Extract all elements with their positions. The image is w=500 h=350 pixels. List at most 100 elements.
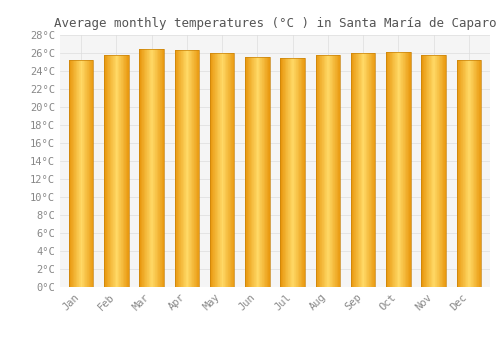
Bar — [188, 50, 190, 287]
Bar — [298, 58, 299, 287]
Bar — [152, 49, 153, 287]
Bar — [434, 55, 435, 287]
Bar — [435, 55, 436, 287]
Bar — [69, 60, 94, 287]
Bar — [81, 60, 82, 287]
Bar — [329, 55, 330, 287]
Bar — [108, 55, 109, 287]
Bar — [219, 53, 220, 287]
Bar — [140, 49, 164, 287]
Bar — [357, 53, 358, 287]
Bar — [187, 50, 188, 287]
Bar — [439, 55, 440, 287]
Bar — [104, 55, 128, 287]
Bar — [316, 55, 340, 287]
Bar — [76, 60, 77, 287]
Bar — [408, 52, 409, 287]
Bar — [248, 57, 250, 287]
Bar — [294, 58, 295, 287]
Bar — [70, 60, 72, 287]
Bar — [180, 50, 182, 287]
Bar — [468, 60, 469, 287]
Bar — [394, 52, 396, 287]
Bar — [304, 58, 305, 287]
Bar — [252, 57, 253, 287]
Bar — [358, 53, 359, 287]
Bar — [475, 60, 476, 287]
Bar — [120, 55, 122, 287]
Bar — [125, 55, 126, 287]
Bar — [260, 57, 261, 287]
Bar — [303, 58, 304, 287]
Bar — [283, 58, 284, 287]
Bar — [210, 53, 211, 287]
Bar — [462, 60, 464, 287]
Bar — [422, 55, 423, 287]
Bar — [456, 60, 457, 287]
Bar — [257, 57, 258, 287]
Bar — [74, 60, 75, 287]
Bar — [366, 53, 367, 287]
Bar — [289, 58, 290, 287]
Bar — [287, 58, 288, 287]
Bar — [122, 55, 123, 287]
Bar — [352, 53, 353, 287]
Bar — [83, 60, 84, 287]
Bar — [262, 57, 263, 287]
Bar — [178, 50, 179, 287]
Bar — [175, 50, 176, 287]
Bar — [359, 53, 360, 287]
Bar — [386, 52, 410, 287]
Bar — [431, 55, 432, 287]
Bar — [388, 52, 389, 287]
Bar — [324, 55, 325, 287]
Bar — [370, 53, 371, 287]
Bar — [373, 53, 374, 287]
Bar — [465, 60, 466, 287]
Bar — [151, 49, 152, 287]
Bar — [444, 55, 446, 287]
Bar — [116, 55, 117, 287]
Bar — [190, 50, 191, 287]
Bar — [233, 53, 234, 287]
Bar — [319, 55, 320, 287]
Bar — [368, 53, 370, 287]
Bar — [232, 53, 233, 287]
Bar — [390, 52, 391, 287]
Bar — [321, 55, 322, 287]
Bar — [360, 53, 362, 287]
Bar — [85, 60, 86, 287]
Bar — [443, 55, 444, 287]
Bar — [296, 58, 297, 287]
Bar — [192, 50, 193, 287]
Bar — [318, 55, 319, 287]
Bar — [436, 55, 438, 287]
Bar — [224, 53, 225, 287]
Bar — [269, 57, 270, 287]
Bar — [371, 53, 372, 287]
Bar — [259, 57, 260, 287]
Bar — [396, 52, 397, 287]
Bar — [474, 60, 475, 287]
Bar — [143, 49, 144, 287]
Bar — [228, 53, 229, 287]
Bar — [110, 55, 111, 287]
Bar — [268, 57, 269, 287]
Bar — [302, 58, 303, 287]
Bar — [285, 58, 286, 287]
Bar — [292, 58, 293, 287]
Bar — [433, 55, 434, 287]
Bar — [398, 52, 399, 287]
Bar — [184, 50, 185, 287]
Bar — [183, 50, 184, 287]
Bar — [210, 53, 234, 287]
Bar — [336, 55, 337, 287]
Bar — [149, 49, 150, 287]
Bar — [441, 55, 442, 287]
Bar — [256, 57, 257, 287]
Bar — [179, 50, 180, 287]
Bar — [356, 53, 357, 287]
Bar — [176, 50, 177, 287]
Bar — [322, 55, 323, 287]
Bar — [423, 55, 424, 287]
